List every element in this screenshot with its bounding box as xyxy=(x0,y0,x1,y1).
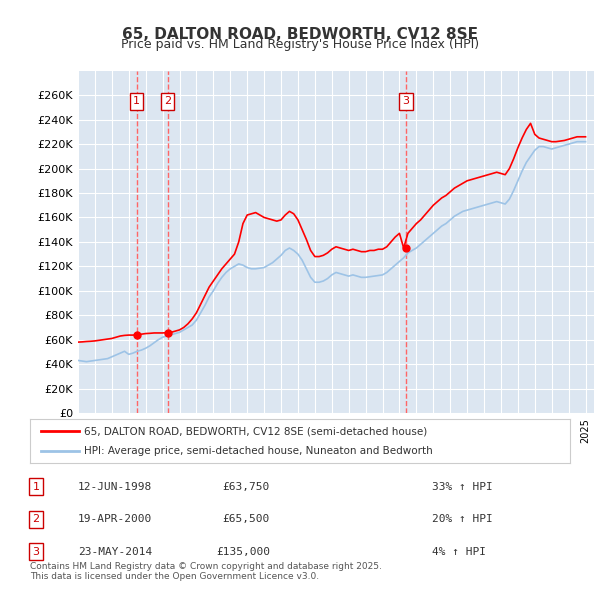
Text: 19-APR-2000: 19-APR-2000 xyxy=(78,514,152,524)
Text: 4% ↑ HPI: 4% ↑ HPI xyxy=(432,547,486,556)
Text: 23-MAY-2014: 23-MAY-2014 xyxy=(78,547,152,556)
Text: HPI: Average price, semi-detached house, Nuneaton and Bedworth: HPI: Average price, semi-detached house,… xyxy=(84,446,433,455)
Text: 1: 1 xyxy=(32,482,40,491)
Text: 20% ↑ HPI: 20% ↑ HPI xyxy=(432,514,493,524)
Text: 2: 2 xyxy=(164,96,171,106)
Text: 65, DALTON ROAD, BEDWORTH, CV12 8SE (semi-detached house): 65, DALTON ROAD, BEDWORTH, CV12 8SE (sem… xyxy=(84,427,427,436)
Text: 3: 3 xyxy=(402,96,409,106)
Text: 3: 3 xyxy=(32,547,40,556)
Text: £65,500: £65,500 xyxy=(223,514,270,524)
Text: £135,000: £135,000 xyxy=(216,547,270,556)
Text: £63,750: £63,750 xyxy=(223,482,270,491)
Text: Contains HM Land Registry data © Crown copyright and database right 2025.
This d: Contains HM Land Registry data © Crown c… xyxy=(30,562,382,581)
Text: 33% ↑ HPI: 33% ↑ HPI xyxy=(432,482,493,491)
Text: 2: 2 xyxy=(32,514,40,524)
Text: 65, DALTON ROAD, BEDWORTH, CV12 8SE: 65, DALTON ROAD, BEDWORTH, CV12 8SE xyxy=(122,27,478,41)
Text: 1: 1 xyxy=(133,96,140,106)
Text: Price paid vs. HM Land Registry's House Price Index (HPI): Price paid vs. HM Land Registry's House … xyxy=(121,38,479,51)
Text: 12-JUN-1998: 12-JUN-1998 xyxy=(78,482,152,491)
